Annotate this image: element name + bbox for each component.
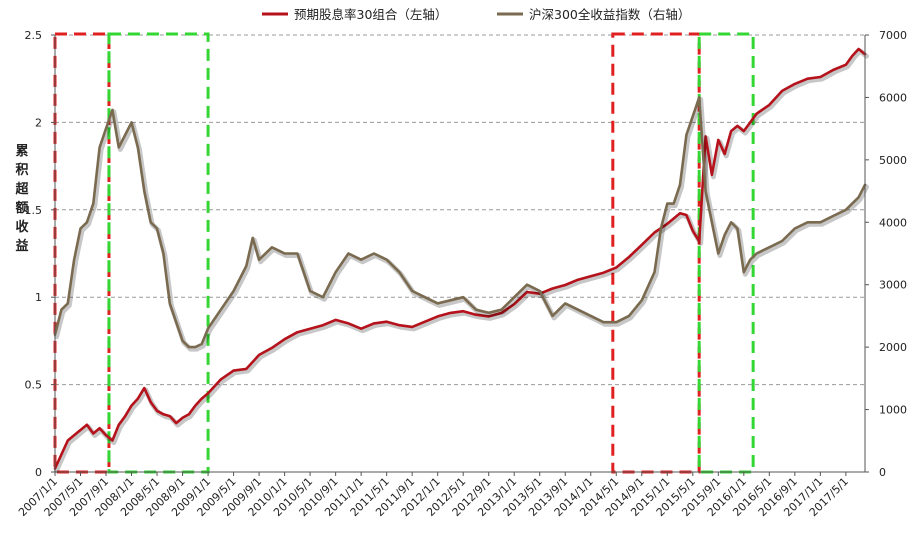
highlight-box: [53, 32, 111, 474]
y-left-tick-label: 1: [35, 291, 42, 304]
series-lines: [53, 47, 869, 473]
y-right-tick-label: 1000: [879, 404, 907, 417]
highlight-box: [611, 32, 701, 474]
legend-label: 预期股息率30组合（左轴）: [294, 7, 447, 22]
y-right-tick-label: 2000: [879, 341, 907, 354]
series-line-csi300-index: [53, 96, 867, 349]
legend-label: 沪深300全收益指数（右轴）: [529, 7, 690, 22]
highlight-box: [697, 32, 755, 474]
highlight-boxes: [53, 32, 755, 474]
highlight-box: [107, 32, 210, 474]
y-right-tick-label: 5000: [879, 154, 907, 167]
y-left-tick-label: 0: [35, 466, 42, 479]
y-right-tick-label: 6000: [879, 91, 907, 104]
series-line-dividend-portfolio: [53, 47, 867, 470]
y-left-tick-label: 2: [35, 116, 42, 129]
y-right-tick-label: 0: [879, 466, 886, 479]
y-left-tick-label: 1.5: [25, 204, 43, 217]
y-right-tick-label: 3000: [879, 279, 907, 292]
y-left-tick-label: 2.5: [25, 29, 43, 42]
y-right-tick-label: 7000: [879, 29, 907, 42]
y-axis-left-label: 累积超额收益: [15, 143, 29, 254]
legend: 预期股息率30组合（左轴） 沪深300全收益指数（右轴）: [262, 7, 690, 22]
y-right-tick-label: 4000: [879, 216, 907, 229]
gridlines: [55, 34, 865, 386]
y-left-tick-label: 0.5: [25, 379, 43, 392]
